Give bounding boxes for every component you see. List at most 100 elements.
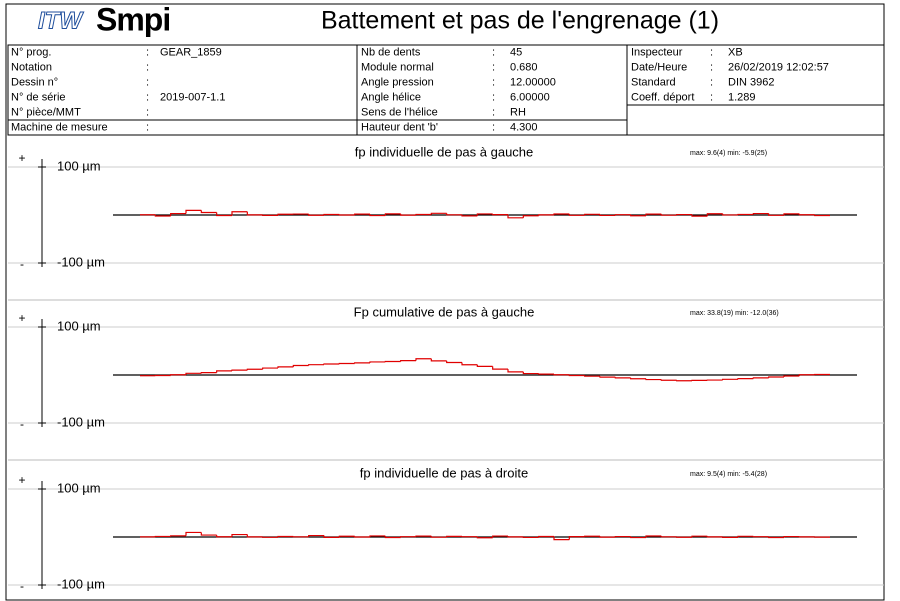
- pitch-step: [752, 212, 769, 215]
- pitch-step: [660, 214, 677, 216]
- info-value: 1.289: [728, 91, 756, 103]
- info-separator: :: [710, 61, 713, 73]
- pitch-step: [415, 213, 432, 216]
- info-label: Nb de dents: [361, 46, 421, 58]
- info-label: N° pièce/MMT: [11, 106, 81, 118]
- pitch-step: [170, 212, 186, 217]
- pitch-step: [737, 378, 754, 380]
- info-value: 12.00000: [510, 76, 556, 88]
- info-separator: :: [492, 46, 495, 58]
- page-frame: [5, 3, 885, 601]
- pitch-step: [430, 212, 447, 215]
- pitch-step: [415, 358, 432, 361]
- info-label: Angle pression: [361, 76, 434, 88]
- pitch-step: [400, 536, 416, 538]
- info-separator: :: [146, 121, 149, 133]
- pitch-step: [737, 213, 754, 216]
- pitch-step: [200, 532, 217, 536]
- y-tick-label: -100 µm: [57, 576, 105, 591]
- pitch-step: [737, 535, 754, 538]
- pitch-step: [461, 214, 478, 217]
- pitch-step: [476, 213, 493, 216]
- sign-label: +: [18, 151, 25, 165]
- pitch-step: [292, 364, 309, 367]
- pitch-step: [170, 535, 186, 537]
- pitch-step: [722, 213, 738, 216]
- pitch-step: [768, 376, 784, 378]
- pitch-step: [430, 358, 447, 362]
- info-label: N° de série: [11, 91, 66, 103]
- logo-brand: ITW: [38, 7, 84, 34]
- info-separator: :: [710, 91, 713, 103]
- sign-label: +: [18, 473, 25, 487]
- pitch-step: [752, 377, 769, 379]
- pitch-step: [783, 213, 800, 216]
- pitch-step: [553, 213, 570, 215]
- pitch-step: [706, 536, 723, 538]
- info-value: RH: [510, 106, 526, 118]
- pitch-step: [277, 213, 294, 216]
- pitch-step: [338, 362, 355, 365]
- pitch-step: [614, 535, 631, 538]
- info-label: Standard: [631, 76, 676, 88]
- pitch-step: [476, 364, 493, 367]
- pitch-step: [599, 376, 616, 378]
- pitch-step: [200, 210, 217, 214]
- pitch-step: [507, 214, 524, 219]
- sign-label: -: [20, 257, 24, 271]
- pitch-step: [783, 535, 800, 538]
- pitch-step: [660, 379, 677, 381]
- info-label: Angle hélice: [361, 91, 421, 103]
- pitch-step: [645, 378, 662, 381]
- sign-label: +: [18, 311, 25, 325]
- chart-title: Fp cumulative de pas à gauche: [354, 304, 535, 319]
- info-label: Coeff. déport: [631, 91, 694, 103]
- pitch-step: [768, 213, 784, 216]
- info-label: Date/Heure: [631, 61, 687, 73]
- pitch-step: [630, 214, 646, 217]
- pitch-step: [645, 535, 662, 538]
- pitch-step: [538, 535, 554, 538]
- info-value: 2019-007-1.1: [160, 91, 225, 103]
- pitch-step: [354, 213, 370, 215]
- pitch-step: [246, 211, 263, 216]
- pitch-step: [384, 535, 401, 539]
- pitch-step: [216, 212, 232, 217]
- y-tick-label: 100 µm: [57, 318, 101, 333]
- info-separator: :: [492, 61, 495, 73]
- pitch-step: [645, 213, 662, 216]
- info-label: Machine de mesure: [11, 121, 108, 133]
- info-label: Module normal: [361, 61, 434, 73]
- pitch-step: [568, 536, 585, 540]
- chart-annotation: max: 9.6(4) min: -5.9(25): [690, 150, 767, 157]
- pitch-step: [185, 209, 202, 214]
- info-table-frame: [7, 44, 885, 136]
- pitch-step: [308, 364, 324, 366]
- y-tick-label: -100 µm: [57, 414, 105, 429]
- pitch-step: [185, 531, 202, 536]
- info-value: XB: [728, 46, 743, 58]
- pitch-step: [492, 366, 508, 370]
- pitch-step: [369, 214, 386, 217]
- pitch-step: [308, 534, 324, 537]
- pitch-step: [553, 374, 570, 376]
- pitch-step: [369, 361, 386, 363]
- pitch-step: [783, 375, 800, 378]
- pitch-step: [476, 536, 493, 539]
- pitch-step: [415, 535, 432, 537]
- pitch-step: [691, 535, 708, 538]
- pitch-step: [522, 215, 539, 218]
- pitch-step: [722, 378, 738, 381]
- info-separator: :: [146, 106, 149, 118]
- pitch-step: [246, 534, 263, 538]
- pitch-step: [400, 213, 416, 216]
- pitch-step: [660, 535, 677, 538]
- info-separator: :: [146, 61, 149, 73]
- pitch-step: [338, 535, 355, 538]
- info-label: Inspecteur: [631, 46, 683, 58]
- pitch-step: [522, 371, 539, 375]
- pitch-step: [430, 536, 447, 538]
- info-separator: :: [492, 106, 495, 118]
- sign-label: -: [20, 417, 24, 431]
